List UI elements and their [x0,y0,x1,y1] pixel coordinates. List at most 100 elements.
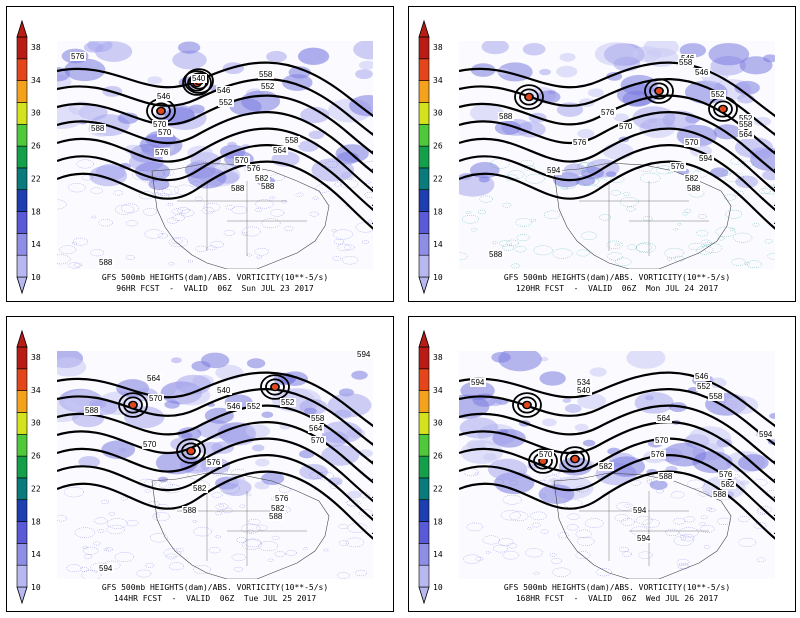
vorticity-contour [138,191,155,200]
closed-low-contour [718,104,728,114]
forecast-panel-144hr: 38 34 30 26 22 18 14 10 564 570 552 594 540 546 552 55… [6,316,394,612]
vorticity-contour [168,237,189,248]
contour-label-bg [636,534,652,543]
contour-label: 552 [219,98,233,107]
colorbar-segment [418,58,430,81]
vorticity-contour [699,522,706,526]
colorbar-segment [16,499,28,522]
vorticity-contour [493,544,508,553]
contour-label: 588 [499,112,513,121]
vorticity-shade [298,140,319,152]
vorticity-contour [473,472,479,476]
vorticity-contour [725,209,743,219]
vorticity-contour [626,206,636,212]
vorticity-contour [244,538,262,548]
contour-label: 570 [655,436,669,445]
vorticity-shade [602,142,634,160]
contour-label: 582 [599,462,613,471]
height-contour [57,437,373,503]
contour-label-bg [154,148,170,157]
vorticity-shade [724,395,759,415]
contour-label-bg [246,402,262,411]
vorticity-contour [502,550,520,560]
contour-label: 582 [685,174,699,183]
vorticity-contour [331,229,338,233]
vorticity-contour [630,480,642,486]
contour-label: 576 [651,450,665,459]
vorticity-contour [610,190,621,196]
closed-low-contour [528,448,558,474]
height-contour [459,404,775,465]
vorticity-contour [557,179,578,190]
vorticity-contour [624,504,631,508]
contour-label-bg [656,414,672,423]
vorticity-contour [757,506,772,514]
vorticity-contour [515,218,532,227]
contour-label: 564 [657,414,671,423]
vorticity-colorbar: 38 34 30 26 22 18 14 10 [418,329,443,605]
height-contour [459,111,775,174]
vorticity-contour [621,551,633,557]
closed-low-contour [517,396,537,414]
colorbar-tick-label: 38 [433,353,443,362]
contour-label-bg [618,122,634,131]
contour-label: 552 [261,82,275,91]
contour-label: 570 [158,128,172,137]
contour-label-bg [274,494,290,503]
colorbar-tick-label: 38 [31,43,41,52]
vorticity-shade [255,458,270,467]
vorticity-contour [626,244,638,250]
vorticity-colorbar: 38 34 30 26 22 18 14 10 [16,19,41,295]
vorticity-contour [617,467,634,476]
vorticity-contour [106,524,125,535]
colorbar-segment [418,433,430,457]
vorticity-contour [367,219,373,223]
closed-low-contour [524,92,534,102]
colorbar-tick-label: 14 [31,240,41,249]
vorticity-contour [524,165,536,171]
contour-label: 570 [619,122,633,131]
vorticity-contour [345,537,365,548]
contour-label-bg [738,120,754,129]
vorticity-shade [358,60,373,70]
closed-low-contour [560,446,590,472]
colorbar-end-low [16,586,28,605]
contour-label-bg [546,166,562,175]
height-contour [57,61,373,118]
vorticity-contour [233,566,243,572]
vorticity-contour [144,489,151,493]
vorticity-contour [364,192,373,198]
vorticity-contour [80,567,89,572]
vorticity-shade [355,69,373,80]
vorticity-contour [341,255,359,265]
closed-low-contour [514,84,544,110]
vorticity-contour [187,259,193,263]
vorticity-contour [584,518,604,528]
vorticity-contour [525,173,545,184]
vorticity-contour [180,209,195,217]
vorticity-shade [220,478,252,497]
vorticity-contour [83,546,99,555]
contour-label-bg [308,424,324,433]
vorticity-contour [132,170,152,181]
contour-label-bg [258,70,274,79]
colorbar-segment [418,521,430,544]
contour-label-bg [216,386,232,395]
contour-label-bg [260,82,276,91]
contour-label: 576 [247,164,261,173]
colorbar-segment [16,36,28,60]
colorbar-tick-label: 18 [433,207,443,216]
map-title: GFS 500mb HEIGHTS(dam)/ABS. VORTICITY(10… [503,583,731,592]
contour-label: 582 [271,504,285,513]
vorticity-shade [459,417,499,439]
vorticity-contour [635,515,653,525]
vorticity-contour [716,517,731,526]
vorticity-contour [73,262,82,268]
vorticity-contour [673,535,694,546]
vorticity-shade [177,427,202,441]
contour-label-bg [694,372,710,381]
contour-label: 534 [577,378,591,387]
contour-label: 540 [192,74,206,83]
vorticity-contour [208,547,221,554]
vorticity-contour [218,504,224,508]
